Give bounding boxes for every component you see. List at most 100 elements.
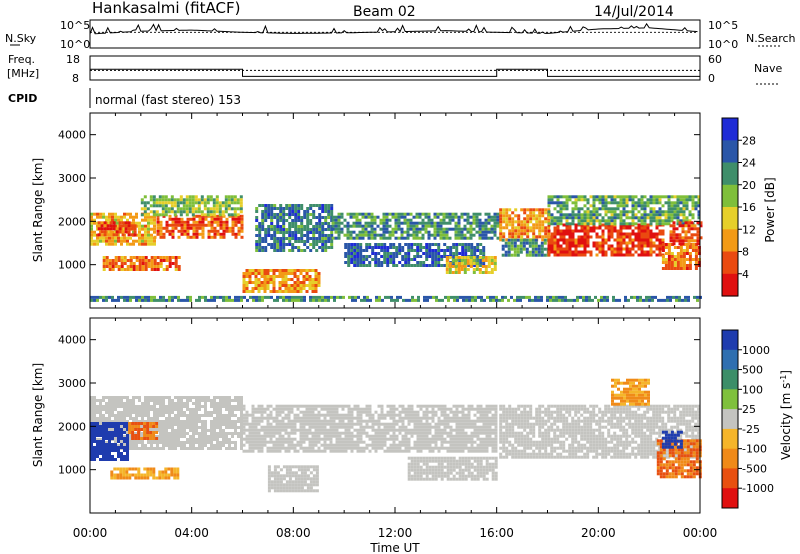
power-cell [318, 234, 322, 237]
power-cell [103, 230, 107, 234]
power-cell [144, 215, 147, 219]
velocity-cell [323, 434, 327, 438]
velocity-cell [180, 447, 183, 450]
velocity-cell [131, 434, 135, 437]
power-cell [522, 295, 525, 299]
noise-right-tick-bottom: 10^0 [708, 38, 738, 51]
power-cell [574, 213, 578, 217]
power-cell [377, 246, 381, 249]
velocity-cell [111, 408, 114, 411]
power-cell [565, 219, 569, 223]
velocity-cell [225, 396, 228, 399]
velocity-cell [237, 417, 240, 420]
power-cell [284, 290, 288, 293]
velocity-cell [323, 425, 327, 429]
velocity-cell [99, 408, 102, 411]
power-cell [183, 298, 186, 302]
velocity-cell [231, 405, 234, 408]
power-cell [664, 210, 668, 214]
power-cell [159, 256, 163, 259]
velocity-cell [320, 419, 324, 423]
power-cell [185, 210, 189, 214]
velocity-cell [138, 396, 141, 399]
velocity-cell [204, 426, 207, 429]
power-cell [649, 229, 653, 233]
power-cell [571, 232, 575, 236]
power-cell [456, 298, 459, 302]
power-cell [454, 268, 458, 271]
power-cell [374, 261, 378, 264]
velocity-cell [168, 435, 171, 438]
power-cell [688, 264, 692, 267]
power-cell [132, 295, 135, 299]
power-cell [511, 223, 515, 227]
power-cell [490, 271, 494, 274]
power-cell [108, 221, 111, 225]
velocity-cell [125, 476, 129, 480]
velocity-cell [90, 440, 93, 443]
power-cell [625, 253, 629, 257]
power-cell [507, 244, 511, 248]
velocity-cell [302, 413, 306, 417]
velocity-cell [147, 447, 150, 450]
power-cell [282, 207, 286, 210]
power-cell [385, 218, 389, 222]
velocity-cell [248, 443, 252, 447]
velocity-cell [123, 449, 126, 452]
power-cell [481, 221, 485, 225]
velocity-cell [302, 431, 306, 435]
power-cell [640, 232, 644, 236]
velocity-cell [135, 414, 138, 417]
power-cell [451, 259, 455, 262]
velocity-cell [117, 425, 120, 428]
power-cell [442, 215, 446, 219]
velocity-cell [314, 419, 318, 423]
power-cell [124, 221, 128, 225]
velocity-cell [347, 422, 351, 426]
power-cell [120, 215, 123, 219]
power-cell [616, 232, 620, 236]
velocity-cell [302, 437, 306, 441]
power-cell [159, 226, 163, 230]
power-cell [431, 261, 435, 264]
power-cell [625, 247, 629, 251]
power-cell [311, 281, 315, 284]
power-cell [496, 236, 500, 240]
velocity-cell [111, 455, 114, 458]
power-cell [595, 213, 599, 217]
velocity-cell [338, 431, 342, 435]
power-cell [565, 195, 569, 199]
power-cell [383, 249, 387, 252]
velocity-cell [305, 434, 309, 438]
power-cell [321, 207, 325, 210]
power-cell [149, 204, 153, 208]
power-cell [317, 272, 321, 275]
power-cell [353, 264, 357, 267]
velocity-cell [251, 416, 255, 420]
power-cell [622, 210, 626, 214]
velocity-cell [149, 434, 153, 437]
power-cell [120, 242, 123, 246]
velocity-cell [162, 405, 165, 408]
power-cell [111, 265, 115, 268]
power-cell [670, 252, 674, 255]
velocity-cell [141, 420, 144, 423]
velocity-cell [135, 417, 138, 420]
power-cell [421, 221, 425, 225]
velocity-cell [317, 434, 321, 438]
velocity-cell [225, 414, 228, 417]
velocity-cell [96, 443, 99, 446]
power-cell [667, 255, 671, 258]
velocity-cell [192, 432, 195, 435]
power-cell [604, 207, 608, 211]
power-cell [434, 261, 438, 264]
power-cell [240, 223, 244, 227]
power-cell [306, 246, 310, 249]
velocity-cell [275, 410, 279, 414]
velocity-cell [120, 422, 123, 425]
power-cell [448, 256, 452, 259]
power-cell [153, 224, 156, 228]
velocity-cell [198, 435, 201, 438]
power-cell [321, 222, 325, 225]
power-cell [294, 222, 298, 225]
